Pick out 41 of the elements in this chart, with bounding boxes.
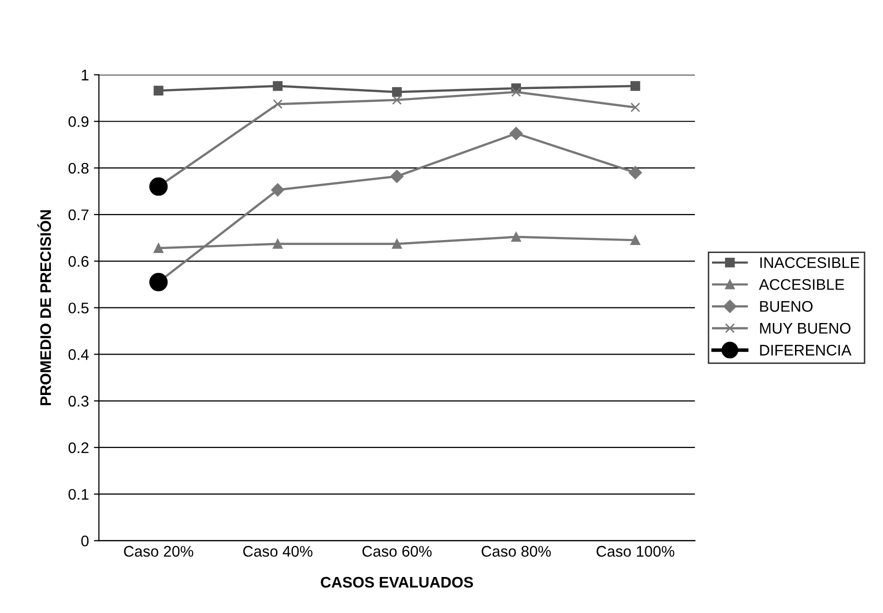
legend-label: BUENO (760, 301, 813, 312)
y-tick-label: 0.8 (68, 162, 89, 174)
point (271, 183, 284, 196)
point (392, 87, 402, 97)
point (149, 177, 168, 196)
point (154, 243, 164, 253)
point (510, 126, 523, 140)
legend-label: DIFERENCIA (760, 344, 852, 356)
point (511, 87, 521, 97)
y-tick-label: 1 (82, 70, 88, 80)
point (154, 86, 164, 96)
y-tick-label: 0.4 (68, 349, 89, 360)
point (392, 95, 402, 105)
point (272, 99, 283, 109)
point (272, 239, 283, 249)
y-tick-label: 0.6 (68, 256, 89, 267)
y-axis-title: PROMEDIO DE PRECISIÓN (37, 210, 52, 406)
y-tick-label: 0.5 (68, 302, 89, 314)
y-tick-label: 0.1 (68, 488, 88, 500)
y-tick-label: 0.7 (68, 209, 88, 220)
point (511, 232, 521, 242)
point (272, 81, 283, 91)
x-tick-label: Caso 60% (362, 546, 432, 557)
point (628, 166, 642, 180)
y-tick-label: 0.3 (68, 396, 89, 407)
x-tick-label: Caso 40% (243, 546, 312, 557)
y-tick-label: 0.2 (68, 442, 88, 454)
x-tick-label: Caso 20% (124, 546, 194, 557)
y-tick-label: 0 (81, 536, 89, 546)
point (392, 239, 402, 249)
legend-label: INACCESIBLE (760, 257, 860, 268)
x-tick-label: Caso 80% (482, 546, 551, 557)
point (390, 170, 404, 183)
point (630, 81, 640, 91)
legend-label: ACCESIBLE (758, 279, 844, 290)
point (630, 102, 640, 112)
x-axis-title: CASOS EVALUADOS (320, 576, 473, 588)
legend-label: MUY BUENO (760, 322, 850, 334)
y-tick-label: 0.9 (68, 116, 88, 128)
point (630, 235, 640, 246)
x-tick-label: Caso 100% (596, 546, 674, 557)
